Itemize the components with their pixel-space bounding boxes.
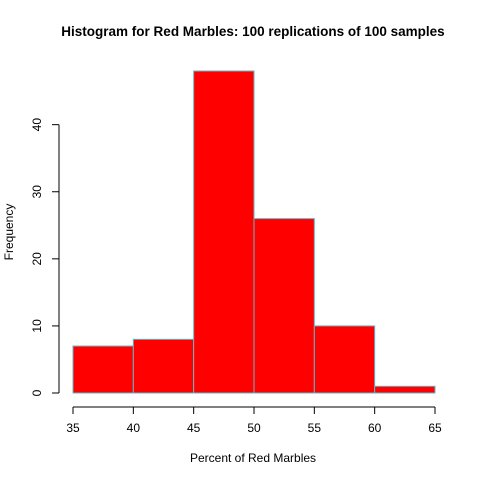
y-axis-label: Frequency [2,204,16,261]
histogram-bar-60-65 [374,385,436,394]
histogram-bar-35-40 [72,345,134,394]
x-tick-label: 50 [247,421,261,435]
y-tick-label: 10 [30,319,44,333]
bars-group [72,70,436,394]
histogram-bar-50-55 [253,218,315,394]
y-tick-label: 40 [30,118,44,132]
x-axis: 35 40 45 50 55 60 65 [66,406,442,435]
x-tick-label: 55 [308,421,322,435]
x-tick-label: 60 [368,421,382,435]
x-tick-label: 35 [66,421,80,435]
y-tick-label: 0 [30,389,44,396]
y-axis: 0 10 20 30 40 [30,118,60,396]
y-tick-label: 20 [30,252,44,266]
x-tick-label: 40 [127,421,141,435]
x-tick-label: 45 [187,421,201,435]
y-tick-label: 30 [30,185,44,199]
x-tick-label: 65 [428,421,442,435]
histogram-bar-40-45 [132,338,195,394]
chart-title: Histogram for Red Marbles: 100 replicati… [61,24,444,39]
histogram-bar-55-60 [313,325,376,394]
histogram-bar-45-50 [193,70,255,394]
x-axis-label: Percent of Red Marbles [190,451,316,465]
